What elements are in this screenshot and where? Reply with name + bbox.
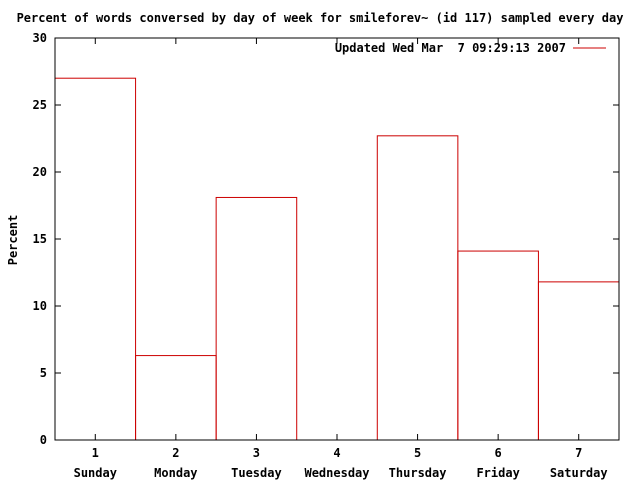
y-tick-label: 10 <box>33 299 47 313</box>
x-tick-label: 3 <box>253 446 260 460</box>
chart-title: Percent of words conversed by day of wee… <box>17 11 624 25</box>
legend-label: Updated Wed Mar 7 09:29:13 2007 <box>335 41 566 55</box>
x-category-label: Thursday <box>389 466 447 480</box>
x-tick-label: 1 <box>92 446 99 460</box>
x-tick-label: 6 <box>495 446 502 460</box>
x-category-label: Saturday <box>550 466 608 480</box>
x-tick-label: 7 <box>575 446 582 460</box>
y-axis-label: Percent <box>6 215 20 266</box>
bar <box>54 77 137 441</box>
y-tick-label: 0 <box>40 433 47 447</box>
y-tick-label: 20 <box>33 165 47 179</box>
x-category-label: Monday <box>154 466 197 480</box>
bar-series <box>54 77 620 441</box>
legend: Updated Wed Mar 7 09:29:13 2007 <box>335 41 606 55</box>
y-tick-label: 15 <box>33 232 47 246</box>
bar <box>215 196 298 441</box>
axis-ticks: 0 5 10 15 20 25 30 1 Sunday 2 Monday 3 Tuesday 4 Wedne… <box>33 31 619 480</box>
x-category-label: Tuesday <box>231 466 282 480</box>
y-tick-label: 25 <box>33 98 47 112</box>
bar <box>537 281 620 441</box>
x-category-label: Sunday <box>74 466 117 480</box>
bar <box>135 355 217 441</box>
bar <box>376 135 459 441</box>
x-category-label: Wednesday <box>304 466 369 480</box>
x-category-label: Friday <box>476 466 519 480</box>
bar <box>457 250 539 441</box>
x-tick-label: 4 <box>333 446 340 460</box>
y-tick-label: 5 <box>40 366 47 380</box>
plot-border <box>54 37 620 441</box>
y-tick-label: 30 <box>33 31 47 45</box>
x-tick-label: 5 <box>414 446 421 460</box>
x-tick-label: 2 <box>172 446 179 460</box>
